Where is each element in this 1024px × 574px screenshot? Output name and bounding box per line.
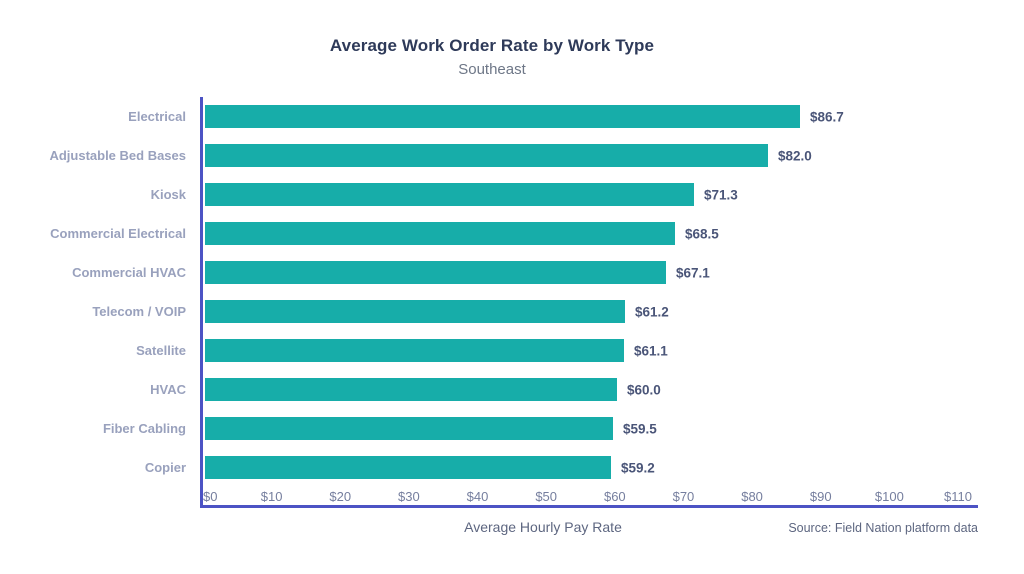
bar-row: $61.1	[203, 331, 978, 370]
bar-row: $86.7	[203, 97, 978, 136]
bars-region: $86.7 $82.0 $71.3 $68.5 $67.1 $61.2 $61.1 $60.0…	[203, 97, 978, 487]
x-tick-label: $80	[741, 489, 763, 504]
bar-value-label: $61.1	[634, 343, 668, 358]
bar-value-label: $67.1	[676, 265, 710, 280]
x-tick-label: $10	[260, 489, 283, 504]
source-note: Source: Field Nation platform data	[788, 521, 978, 535]
x-tick-label: $100	[874, 489, 904, 504]
plot-area: $86.7 $82.0 $71.3 $68.5 $67.1 $61.2 $61.1 $60.0…	[200, 97, 978, 508]
category-row: Telecom / VOIP	[0, 292, 186, 331]
category-label: Satellite	[136, 343, 186, 358]
bar-satellite	[205, 339, 624, 362]
bar-commercial-electrical	[205, 222, 675, 245]
bar-telecom-voip	[205, 300, 625, 323]
bar-kiosk	[205, 183, 694, 206]
bar-row: $61.2	[203, 292, 978, 331]
bar-row: $60.0	[203, 370, 978, 409]
bar-row: $82.0	[203, 136, 978, 175]
category-label: Commercial HVAC	[72, 265, 186, 280]
x-tick-label: $110	[944, 489, 972, 504]
category-label: HVAC	[150, 382, 186, 397]
bar-row: $59.2	[203, 448, 978, 487]
bar-adjustable-bed-bases	[205, 144, 768, 167]
bar-value-label: $82.0	[778, 148, 812, 163]
chart-title: Average Work Order Rate by Work Type	[329, 36, 655, 55]
category-row: Commercial HVAC	[0, 253, 186, 292]
category-axis: Electrical Adjustable Bed Bases Kiosk Comme…	[0, 97, 186, 487]
bar-copier	[205, 456, 611, 479]
category-row: Satellite	[0, 331, 186, 370]
x-tick-label: $40	[466, 489, 489, 504]
bar-value-label: $60.0	[627, 382, 661, 397]
bar-value-label: $59.5	[623, 421, 657, 436]
x-tick-label: $20	[329, 489, 352, 504]
bar-fiber-cabling	[205, 417, 613, 440]
category-label: Kiosk	[150, 187, 186, 202]
x-tick-label: $60	[603, 489, 626, 504]
category-row: Commercial Electrical	[0, 214, 186, 253]
chart-header: Average Work Order Rate by Work Type Sou…	[0, 36, 984, 78]
bar-value-label: $59.2	[621, 460, 655, 475]
bar-row: $71.3	[203, 175, 978, 214]
category-row: Copier	[0, 448, 186, 487]
category-label: Fiber Cabling	[102, 421, 186, 436]
category-label: Copier	[144, 460, 186, 475]
bar-row: $59.5	[203, 409, 978, 448]
category-label: Telecom / VOIP	[92, 304, 186, 319]
bar-row: $68.5	[203, 214, 978, 253]
bar-value-label: $61.2	[635, 304, 669, 319]
bar-row: $67.1	[203, 253, 978, 292]
x-tick-label: $70	[672, 489, 695, 504]
chart-subtitle: Southeast	[458, 61, 526, 78]
x-tick-label: $0	[203, 489, 218, 504]
x-axis-ticks: $0 $10 $20 $30 $40 $50 $60 $70 $80 $90 $100 $110	[203, 487, 978, 505]
bar-commercial-hvac	[205, 261, 666, 284]
category-label: Electrical	[128, 109, 186, 124]
category-row: Adjustable Bed Bases	[0, 136, 186, 175]
category-row: Fiber Cabling	[0, 409, 186, 448]
category-row: HVAC	[0, 370, 186, 409]
x-axis-title: Average Hourly Pay Rate	[464, 519, 622, 535]
bar-value-label: $68.5	[685, 226, 719, 241]
bar-hvac	[205, 378, 617, 401]
category-row: Kiosk	[0, 175, 186, 214]
bar-value-label: $71.3	[704, 187, 738, 202]
x-tick-label: $90	[809, 489, 832, 504]
x-tick-label: $30	[398, 489, 420, 504]
x-tick-label: $50	[535, 489, 558, 504]
category-label: Adjustable Bed Bases	[49, 148, 186, 163]
bar-electrical	[205, 105, 800, 128]
category-label: Commercial Electrical	[50, 226, 186, 241]
category-row: Electrical	[0, 97, 186, 136]
bar-value-label: $86.7	[810, 109, 844, 124]
